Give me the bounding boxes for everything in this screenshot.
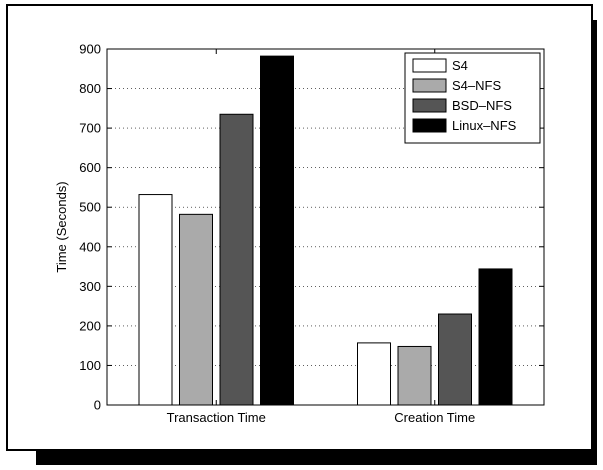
- y-tick-label: 0: [94, 398, 101, 413]
- legend-swatch: [412, 118, 447, 133]
- legend-label: Linux–NFS: [452, 118, 517, 133]
- frame-shadow: [593, 20, 597, 465]
- legend-label: S4–NFS: [452, 78, 501, 93]
- bar: [260, 55, 294, 406]
- y-tick-label: 300: [79, 279, 101, 294]
- bars: [138, 55, 513, 406]
- bar: [179, 213, 213, 406]
- y-tick-label: 100: [79, 358, 101, 373]
- y-tick-label: 900: [79, 42, 101, 57]
- bar: [478, 268, 513, 406]
- y-tick-label: 200: [79, 318, 101, 333]
- legend-swatch: [412, 78, 447, 93]
- plot-area: [106, 48, 545, 406]
- y-tick-label: 700: [79, 121, 101, 136]
- legend: S4 S4–NFS BSD–NFS Linux–NFS: [404, 52, 541, 144]
- bar: [138, 194, 173, 406]
- x-tick-label: Creation Time: [394, 410, 475, 425]
- bar: [438, 313, 472, 406]
- legend-label: BSD–NFS: [452, 98, 512, 113]
- bar: [397, 345, 432, 406]
- y-tick-label: 400: [79, 239, 101, 254]
- bar: [357, 342, 391, 406]
- y-tick-label: 500: [79, 200, 101, 215]
- x-axis-ticks: Transaction Time Creation Time: [167, 49, 475, 425]
- y-axis-ticks: 0 100 200 300 400 500 600 700 800 900: [79, 42, 544, 413]
- y-axis-label: Time (Seconds): [54, 181, 69, 272]
- frame-shadow: [36, 451, 597, 465]
- legend-swatch: [412, 58, 447, 73]
- x-tick-label: Transaction Time: [167, 410, 266, 425]
- legend-swatch: [412, 98, 447, 113]
- bar: [219, 113, 254, 406]
- y-tick-label: 600: [79, 160, 101, 175]
- y-tick-label: 800: [79, 81, 101, 96]
- legend-label: S4: [452, 58, 468, 73]
